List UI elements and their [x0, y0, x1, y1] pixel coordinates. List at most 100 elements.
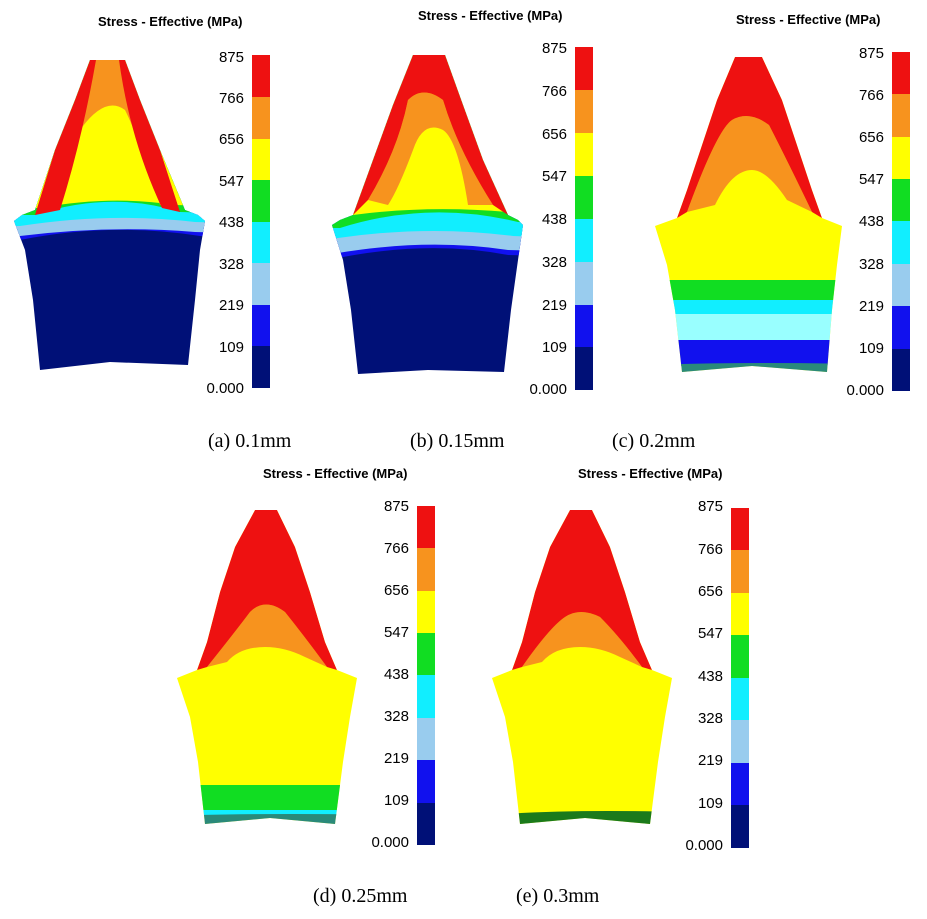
tick-label: 547 — [383, 624, 409, 641]
tick-label: 328 — [541, 254, 567, 271]
panel-a-colorbar — [252, 55, 270, 388]
colorbar-segment — [892, 306, 910, 349]
panel-b-tooth — [332, 55, 523, 374]
colorbar-segment — [417, 506, 435, 548]
colorbar-segment — [575, 219, 593, 262]
tick-label: 656 — [697, 583, 723, 600]
panel-d: Stress - Effective (MPa) 875 766 656 547… — [165, 462, 465, 862]
colorbar-segment — [417, 803, 435, 845]
tick-label: 875 — [858, 45, 884, 62]
tick-label: 219 — [697, 752, 723, 769]
tick-label: 328 — [383, 708, 409, 725]
panel-a-caption: (a) 0.1mm — [208, 430, 292, 452]
tick-label: 328 — [858, 256, 884, 273]
panel-c-colorbar — [892, 52, 910, 391]
panel-e-title: Stress - Effective (MPa) — [578, 466, 723, 481]
panel-c: Stress - Effective (MPa) 875 766 656 547… — [627, 0, 927, 400]
panel-d-caption: (d) 0.25mm — [313, 885, 408, 907]
panel-a-title: Stress - Effective (MPa) — [98, 14, 243, 29]
colorbar-segment — [892, 349, 910, 391]
panel-d-tooth — [177, 510, 357, 824]
colorbar-segment — [417, 548, 435, 591]
tick-label: 875 — [697, 498, 723, 515]
colorbar-segment — [252, 139, 270, 180]
tick-label: 766 — [383, 540, 409, 557]
colorbar-segment — [417, 633, 435, 675]
tick-label: 109 — [541, 339, 567, 356]
tick-label: 766 — [541, 83, 567, 100]
panel-e-tooth — [492, 510, 672, 824]
colorbar-segment — [892, 179, 910, 221]
panel-d-title: Stress - Effective (MPa) — [263, 466, 408, 481]
colorbar-segment — [252, 97, 270, 139]
colorbar-segment — [252, 222, 270, 263]
tick-label: 547 — [858, 171, 884, 188]
colorbar-segment — [731, 678, 749, 720]
tick-label: 766 — [697, 541, 723, 558]
tick-label: 219 — [218, 297, 244, 314]
panel-a: Stress - Effective (MPa) 875 766 656 547… — [0, 0, 300, 400]
colorbar-segment — [892, 94, 910, 137]
tick-label: 438 — [858, 213, 884, 230]
panel-b-colorbar — [575, 47, 593, 390]
colorbar-segment — [417, 760, 435, 803]
tick-label: 219 — [383, 750, 409, 767]
tick-label: 656 — [218, 131, 244, 148]
tick-label: 219 — [858, 298, 884, 315]
panel-e-caption: (e) 0.3mm — [516, 885, 600, 907]
tick-label: 875 — [541, 40, 567, 57]
colorbar-segment — [252, 346, 270, 388]
panel-e: Stress - Effective (MPa) 875 766 656 547… — [480, 462, 780, 862]
tick-label: 328 — [697, 710, 723, 727]
colorbar-segment — [731, 763, 749, 805]
panel-a-tooth — [14, 60, 205, 370]
colorbar-segment — [731, 508, 749, 550]
tick-label: 219 — [541, 297, 567, 314]
colorbar-segment — [252, 305, 270, 346]
colorbar-segment — [252, 180, 270, 222]
panel-b-title: Stress - Effective (MPa) — [418, 8, 563, 23]
panel-e-colorbar — [731, 508, 749, 848]
panel-c-tooth — [655, 57, 842, 372]
colorbar-segment — [892, 264, 910, 306]
panel-d-colorbar — [417, 506, 435, 845]
tick-label: 0.000 — [529, 381, 567, 398]
tick-label: 766 — [858, 87, 884, 104]
colorbar-segment — [575, 90, 593, 133]
colorbar-segment — [892, 137, 910, 179]
tick-label: 875 — [383, 498, 409, 515]
tick-label: 0.000 — [846, 382, 884, 399]
tick-label: 0.000 — [685, 837, 723, 854]
tick-label: 656 — [541, 126, 567, 143]
tick-label: 438 — [697, 668, 723, 685]
colorbar-segment — [575, 262, 593, 305]
tick-label: 438 — [541, 211, 567, 228]
colorbar-segment — [731, 635, 749, 678]
tick-label: 0.000 — [371, 834, 409, 851]
tick-label: 438 — [383, 666, 409, 683]
tick-label: 875 — [218, 49, 244, 66]
tick-label: 109 — [858, 340, 884, 357]
tick-label: 109 — [697, 795, 723, 812]
tick-label: 109 — [218, 339, 244, 356]
tick-label: 656 — [858, 129, 884, 146]
panel-c-title: Stress - Effective (MPa) — [736, 12, 881, 27]
tick-label: 0.000 — [206, 380, 244, 397]
colorbar-segment — [252, 55, 270, 97]
colorbar-segment — [417, 675, 435, 718]
tick-label: 438 — [218, 214, 244, 231]
panel-b: Stress - Effective (MPa) 875 766 656 547… — [318, 0, 618, 400]
colorbar-segment — [731, 805, 749, 848]
tick-label: 547 — [541, 168, 567, 185]
colorbar-segment — [575, 176, 593, 219]
colorbar-segment — [892, 52, 910, 94]
colorbar-segment — [252, 263, 270, 305]
colorbar-segment — [575, 305, 593, 347]
colorbar-segment — [575, 47, 593, 90]
colorbar-segment — [417, 718, 435, 760]
tick-label: 547 — [697, 625, 723, 642]
colorbar-segment — [575, 347, 593, 390]
tick-label: 656 — [383, 582, 409, 599]
colorbar-segment — [892, 221, 910, 264]
colorbar-segment — [417, 591, 435, 633]
